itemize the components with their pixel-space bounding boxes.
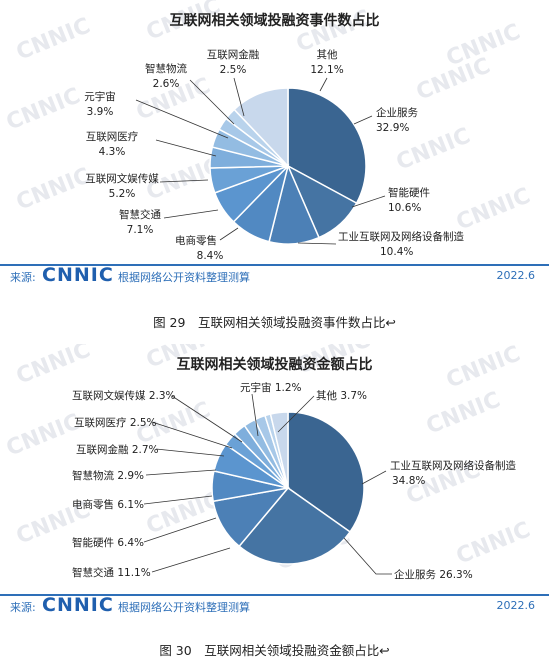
chart-panel-events: CNNIC CNNIC CNNIC CNNIC CNNIC CNNIC CNNIC CNNIC… bbox=[0, 0, 549, 292]
slice-label-value: 10.4% bbox=[380, 246, 413, 258]
leader-line bbox=[297, 242, 337, 245]
leader-line bbox=[343, 537, 392, 575]
pie-slice bbox=[287, 411, 365, 533]
leader-line bbox=[319, 77, 328, 92]
pie-slice bbox=[269, 411, 289, 489]
cnnic-logo: CNNIC bbox=[42, 594, 114, 616]
leader-line bbox=[143, 517, 217, 543]
slice-label-name: 智能硬件 bbox=[388, 186, 430, 199]
slice-label-name: 工业互联网及网络设备制造 bbox=[390, 459, 516, 472]
source-prefix: 来源: bbox=[10, 271, 36, 284]
slice-label-name: 元宇宙 bbox=[84, 90, 116, 103]
slice-label: 企业服务 26.3% bbox=[394, 568, 473, 581]
leader-line bbox=[219, 227, 239, 241]
source-note: 根据网络公开资料整理测算 bbox=[118, 271, 250, 284]
chart-footer: 来源: CNNIC 根据网络公开资料整理测算 2022.6 bbox=[0, 264, 549, 290]
leader-line bbox=[361, 470, 387, 485]
leader-line bbox=[151, 421, 233, 449]
slice-label: 其他 3.7% bbox=[316, 389, 367, 402]
slice-label-name: 智慧交通 bbox=[119, 208, 161, 221]
leader-line bbox=[159, 179, 209, 183]
slice-label-name: 电商零售 bbox=[175, 234, 217, 247]
slice-label-name: 工业互联网及网络设备制造 bbox=[338, 230, 464, 243]
leader-line bbox=[233, 77, 245, 117]
slice-label-value: 5.2% bbox=[109, 188, 136, 200]
figure-caption: 图 30 互联网相关领域投融资金额占比↩ bbox=[159, 643, 390, 658]
figure-caption: 图 29 互联网相关领域投融资事件数占比↩ bbox=[153, 315, 396, 330]
slice-label: 互联网金融 2.7% bbox=[76, 443, 159, 456]
slice-label-name: 互联网医疗 bbox=[86, 130, 139, 143]
source-prefix: 来源: bbox=[10, 601, 36, 614]
leader-line bbox=[151, 547, 231, 573]
watermark-text: CNNIC bbox=[13, 163, 94, 215]
slice-label-value: 32.9% bbox=[376, 122, 409, 134]
slice-label: 互联网医疗 2.5% bbox=[74, 416, 157, 429]
slice-label-name: 互联网金融 bbox=[207, 48, 260, 61]
slice-label: 智慧物流 2.9% bbox=[72, 469, 144, 482]
leader-line bbox=[135, 99, 229, 139]
slice-label-value: 4.3% bbox=[99, 146, 126, 158]
watermark-text: CNNIC bbox=[453, 183, 534, 235]
slice-label-value: 10.6% bbox=[388, 202, 421, 214]
slice-label-value: 12.1% bbox=[310, 64, 343, 76]
slice-label-name: 其他 bbox=[317, 48, 338, 61]
leader-line bbox=[155, 139, 217, 157]
watermark-text: CNNIC bbox=[453, 517, 534, 569]
slice-label-value: 7.1% bbox=[127, 224, 154, 236]
chart-panel-amount: CNNIC CNNIC CNNIC CNNIC CNNIC CNNIC CNNIC CNNIC… bbox=[0, 344, 549, 624]
slice-label-value: 2.6% bbox=[153, 78, 180, 90]
slice-label-value: 8.4% bbox=[197, 250, 224, 262]
watermark-text: CNNIC bbox=[423, 387, 504, 439]
slice-label-value: 3.9% bbox=[87, 106, 114, 118]
slice-label: 元宇宙 1.2% bbox=[240, 381, 302, 394]
watermark-text: CNNIC bbox=[3, 83, 84, 135]
footer-date: 2022.6 bbox=[496, 269, 536, 282]
leader-line bbox=[351, 195, 386, 208]
chart-footer: 来源: CNNIC 根据网络公开资料整理测算 2022.6 bbox=[0, 594, 549, 620]
leader-line bbox=[189, 79, 235, 125]
footer-date: 2022.6 bbox=[496, 599, 536, 612]
pie-slice bbox=[287, 87, 367, 205]
watermark-text: CNNIC bbox=[3, 409, 84, 461]
slice-label-value: 34.8% bbox=[392, 475, 425, 487]
leader-line bbox=[171, 395, 243, 443]
pie-slice bbox=[238, 486, 352, 565]
leader-line bbox=[163, 209, 219, 219]
slice-label: 互联网文娱传媒 2.3% bbox=[72, 389, 176, 402]
slice-label-value: 2.5% bbox=[220, 64, 247, 76]
leader-line bbox=[143, 495, 213, 505]
leader-line bbox=[353, 115, 373, 125]
slice-label-name: 互联网文娱传媒 bbox=[85, 172, 159, 185]
pie-slice bbox=[233, 87, 289, 168]
source-note: 根据网络公开资料整理测算 bbox=[118, 601, 250, 614]
leader-line bbox=[277, 395, 315, 433]
slice-label-name: 智慧物流 bbox=[145, 62, 187, 75]
slice-label: 电商零售 6.1% bbox=[72, 498, 144, 511]
chart-title: 互联网相关领域投融资事件数占比 bbox=[169, 13, 380, 29]
leader-line bbox=[155, 448, 225, 457]
slice-label: 智能硬件 6.4% bbox=[72, 536, 144, 549]
leader-line bbox=[251, 393, 259, 437]
chart-title: 互联网相关领域投融资金额占比 bbox=[176, 357, 373, 373]
slice-label-name: 企业服务 bbox=[376, 106, 418, 119]
leader-line bbox=[145, 469, 217, 476]
cnnic-logo: CNNIC bbox=[42, 264, 114, 286]
slice-label: 智慧交通 11.1% bbox=[72, 566, 151, 579]
